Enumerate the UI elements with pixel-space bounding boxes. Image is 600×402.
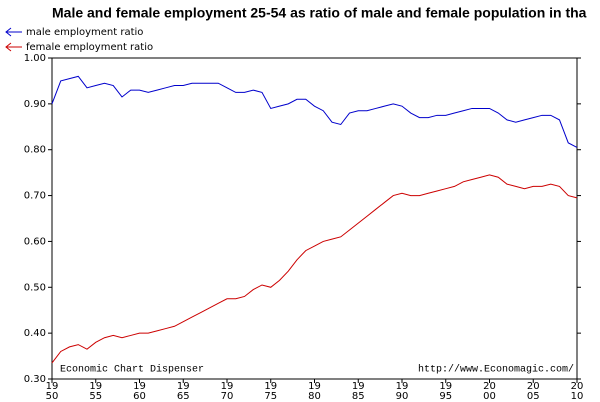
x-tick-label: 19 80 bbox=[308, 381, 321, 402]
legend-arrow bbox=[5, 42, 12, 52]
x-tick-label: 19 90 bbox=[395, 381, 409, 402]
y-tick-label: 0.80 bbox=[24, 145, 46, 156]
legend-arrow bbox=[5, 27, 12, 37]
y-tick-label: 0.50 bbox=[24, 282, 46, 293]
x-tick-label: 19 85 bbox=[351, 381, 365, 402]
x-tick-label: 19 65 bbox=[176, 381, 190, 402]
x-tick-label: 20 05 bbox=[526, 381, 540, 402]
x-tick-label: 20 00 bbox=[483, 381, 496, 402]
y-tick-label: 0.40 bbox=[24, 328, 46, 339]
y-tick-label: 0.70 bbox=[24, 191, 46, 202]
series-line bbox=[51, 174, 578, 364]
y-tick-label: 0.30 bbox=[24, 374, 46, 385]
annotation: http://www.Economagic.com/ bbox=[418, 364, 574, 376]
x-tick-label: 20 10 bbox=[570, 381, 584, 402]
x-tick-label: 19 70 bbox=[220, 381, 234, 402]
y-tick-label: 1.00 bbox=[24, 53, 46, 64]
annotation: Economic Chart Dispenser bbox=[60, 364, 204, 376]
x-tick-label: 19 75 bbox=[264, 381, 278, 402]
legend-label: female employment ratio bbox=[26, 42, 153, 53]
y-tick-label: 0.60 bbox=[24, 236, 46, 247]
y-tick-label: 0.90 bbox=[24, 99, 46, 110]
series-line bbox=[51, 75, 578, 148]
x-tick-label: 19 50 bbox=[45, 381, 59, 402]
x-tick-label: 19 55 bbox=[89, 381, 103, 402]
x-tick-label: 19 95 bbox=[439, 381, 453, 402]
legend-label: male employment ratio bbox=[26, 27, 143, 38]
chart-title: Male and female employment 25-54 as rati… bbox=[52, 5, 587, 21]
x-tick-label: 19 60 bbox=[133, 381, 146, 402]
